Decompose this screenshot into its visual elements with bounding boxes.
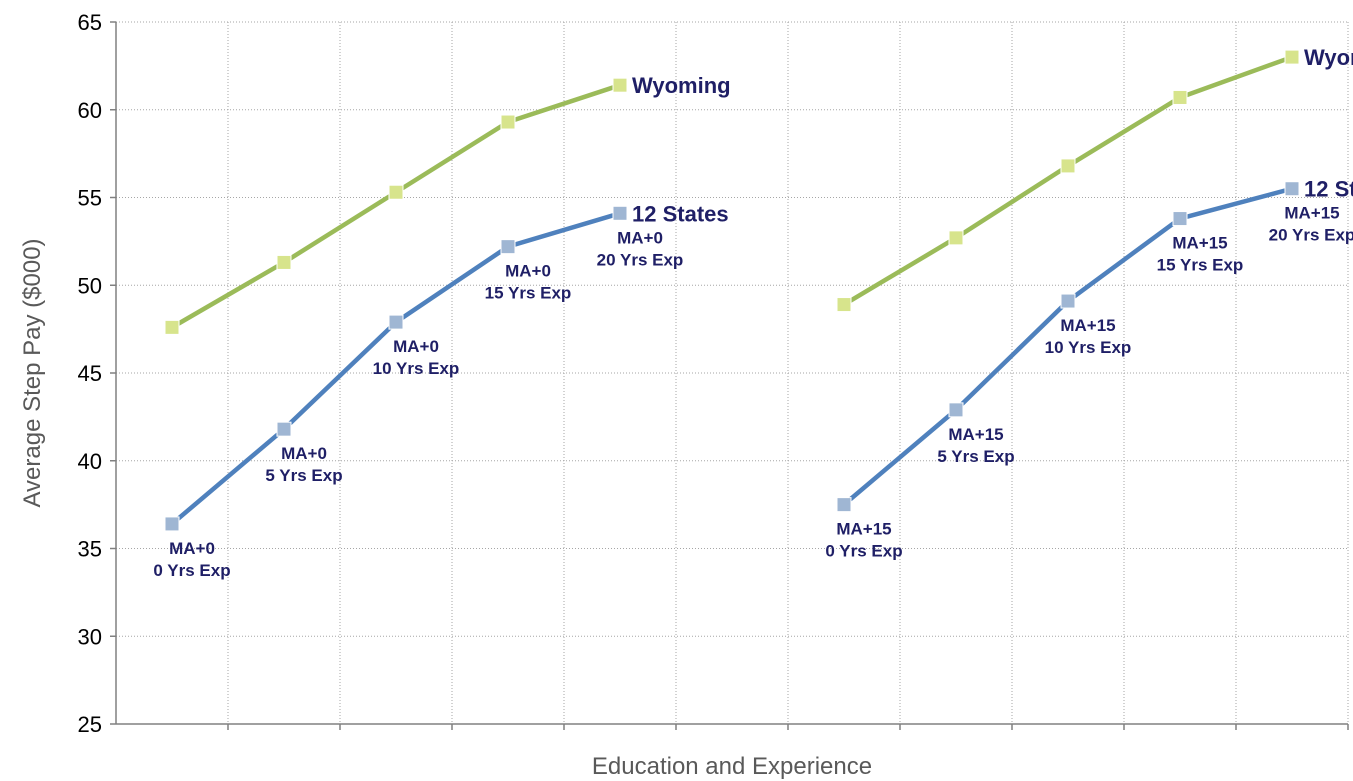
data-point-marker: [1172, 211, 1188, 227]
y-tick-label: 25: [78, 712, 102, 737]
axes: [110, 21, 1349, 730]
point-label: MA+15 20 Yrs Exp: [1269, 204, 1353, 245]
data-point-marker: [500, 114, 516, 130]
point-labels: MA+0 0 Yrs Exp MA+0 5 Yrs Exp MA+0 10 Yrs Exp…: [153, 204, 1353, 580]
point-label: MA+15 10 Yrs Exp: [1045, 316, 1132, 357]
point-label-line1: MA+15: [1284, 204, 1339, 223]
point-label-line1: MA+0: [393, 337, 439, 356]
point-label-line1: MA+15: [948, 425, 1003, 444]
point-label-line2: 20 Yrs Exp: [1269, 226, 1353, 245]
y-tick-label: 30: [78, 624, 102, 649]
data-point-marker: [164, 516, 180, 532]
point-label: MA+15 5 Yrs Exp: [937, 425, 1014, 466]
y-tick-label: 55: [78, 186, 102, 211]
point-label: MA+0 20 Yrs Exp: [597, 228, 684, 269]
point-label-line2: 10 Yrs Exp: [373, 359, 460, 378]
data-point-marker: [1284, 181, 1300, 197]
data-point-marker: [948, 230, 964, 246]
point-label-line2: 5 Yrs Exp: [937, 447, 1014, 466]
data-point-marker: [1284, 49, 1300, 65]
data-point-marker: [1060, 293, 1076, 309]
point-label-line1: MA+0: [169, 539, 215, 558]
point-label-line2: 0 Yrs Exp: [153, 561, 230, 580]
data-point-marker: [612, 77, 628, 93]
data-point-marker: [948, 402, 964, 418]
point-label-line1: MA+15: [836, 520, 891, 539]
point-label-line2: 0 Yrs Exp: [825, 542, 902, 561]
point-label-line1: MA+15: [1172, 234, 1227, 253]
series-label: 12 States: [1304, 177, 1353, 202]
point-label-line1: MA+0: [617, 228, 663, 247]
data-point-marker: [836, 297, 852, 313]
data-point-marker: [1172, 89, 1188, 105]
point-label-line2: 5 Yrs Exp: [265, 466, 342, 485]
data-point-marker: [500, 239, 516, 255]
data-point-marker: [388, 184, 404, 200]
point-label: MA+0 15 Yrs Exp: [485, 262, 572, 303]
y-tick-label: 40: [78, 449, 102, 474]
y-tick-label: 50: [78, 273, 102, 298]
point-label: MA+0 10 Yrs Exp: [373, 337, 460, 378]
point-label-line1: MA+0: [505, 262, 551, 281]
y-tick-label: 65: [78, 10, 102, 35]
y-tick-label: 60: [78, 98, 102, 123]
series-label: 12 States: [632, 201, 729, 226]
y-tick-labels: 25 30 35 40 45 50 55 60 65: [78, 10, 102, 737]
data-point-marker: [612, 205, 628, 221]
series-labels: Wyoming 12 States Wyoming 12 States: [632, 45, 1353, 226]
y-tick-label: 35: [78, 537, 102, 562]
point-label-line2: 20 Yrs Exp: [597, 250, 684, 269]
point-label-line1: MA+0: [281, 444, 327, 463]
series-markers: [164, 49, 1300, 532]
point-label: MA+0 5 Yrs Exp: [265, 444, 342, 485]
data-point-marker: [1060, 158, 1076, 174]
point-label: MA+15 15 Yrs Exp: [1157, 234, 1244, 275]
point-label: MA+0 0 Yrs Exp: [153, 539, 230, 580]
data-point-marker: [388, 314, 404, 330]
data-point-marker: [276, 421, 292, 437]
point-label-line2: 10 Yrs Exp: [1045, 338, 1132, 357]
point-label-line1: MA+15: [1060, 316, 1115, 335]
data-point-marker: [276, 254, 292, 270]
x-axis-title: Education and Experience: [592, 753, 872, 780]
y-axis-title: Average Step Pay ($000): [19, 238, 46, 507]
y-tick-label: 45: [78, 361, 102, 386]
point-label-line2: 15 Yrs Exp: [485, 284, 572, 303]
data-point-marker: [836, 497, 852, 513]
data-point-marker: [164, 319, 180, 335]
point-label-line2: 15 Yrs Exp: [1157, 256, 1244, 275]
grid: [116, 21, 1349, 724]
series-label: Wyoming: [632, 73, 731, 98]
point-label: MA+15 0 Yrs Exp: [825, 520, 902, 561]
series-label: Wyoming: [1304, 45, 1353, 70]
